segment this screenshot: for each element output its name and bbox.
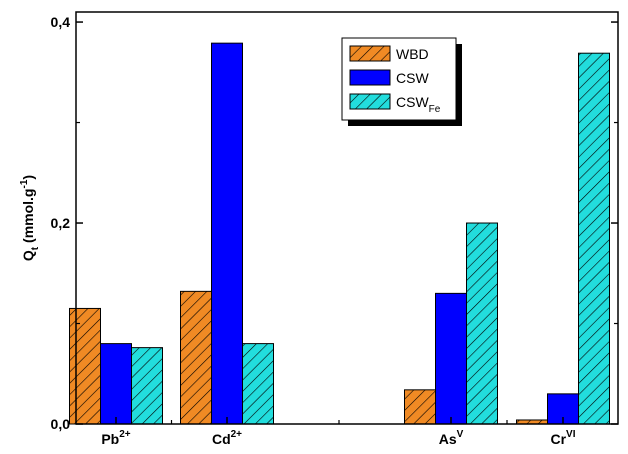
legend: WBD CSW CSWFe (341, 37, 462, 126)
y-axis-label: Qt (mmol.g-1) (19, 175, 41, 261)
x-tick-label-cd: Cd2+ (212, 429, 242, 447)
legend-swatch-1 (349, 69, 391, 86)
bar-csw-fe-as (466, 222, 498, 425)
bar-wbd-as (404, 389, 436, 425)
legend-label-1: CSW (396, 70, 429, 86)
x-tick-label-as: AsV (439, 429, 464, 447)
y-axis-label-base: Q (20, 250, 36, 261)
bar-csw-as (435, 292, 467, 425)
bars-layer (69, 42, 610, 425)
bar-wbd-pb (69, 307, 101, 425)
bar-csw-pb (100, 343, 132, 425)
legend-swatch-0 (349, 45, 391, 62)
legend-label-0: WBD (396, 46, 429, 62)
legend-swatch-2 (349, 93, 391, 110)
bar-csw-fe-cr (578, 52, 610, 425)
bar-csw-cd (211, 42, 243, 425)
y-tick-label: 0,4 (51, 14, 71, 30)
bar-wbd-cd (180, 290, 212, 425)
bar-csw-fe-pb (131, 347, 163, 425)
legend-label-2: CSWFe (396, 94, 441, 115)
legend-items: WBD CSW CSWFe (349, 45, 441, 115)
y-tick-label: 0,0 (51, 416, 71, 432)
y-axis-label-sub: t (30, 246, 41, 250)
plot-frame (75, 11, 619, 425)
y-tick-label: 0,2 (51, 215, 71, 231)
bar-csw-fe-cd (242, 343, 274, 425)
x-tick-label-pb: Pb2+ (101, 429, 130, 447)
x-tick-label-cr: CrVI (550, 429, 575, 447)
ticks-layer: 0,0 0,2 0,4 Pb2+ Cd2+ AsV CrVI (51, 14, 618, 447)
y-axis-label-unit: (mmol.g (20, 189, 36, 247)
y-axis-label-unit-close: ) (20, 175, 36, 180)
y-axis-label-unit-sup: -1 (19, 179, 30, 188)
